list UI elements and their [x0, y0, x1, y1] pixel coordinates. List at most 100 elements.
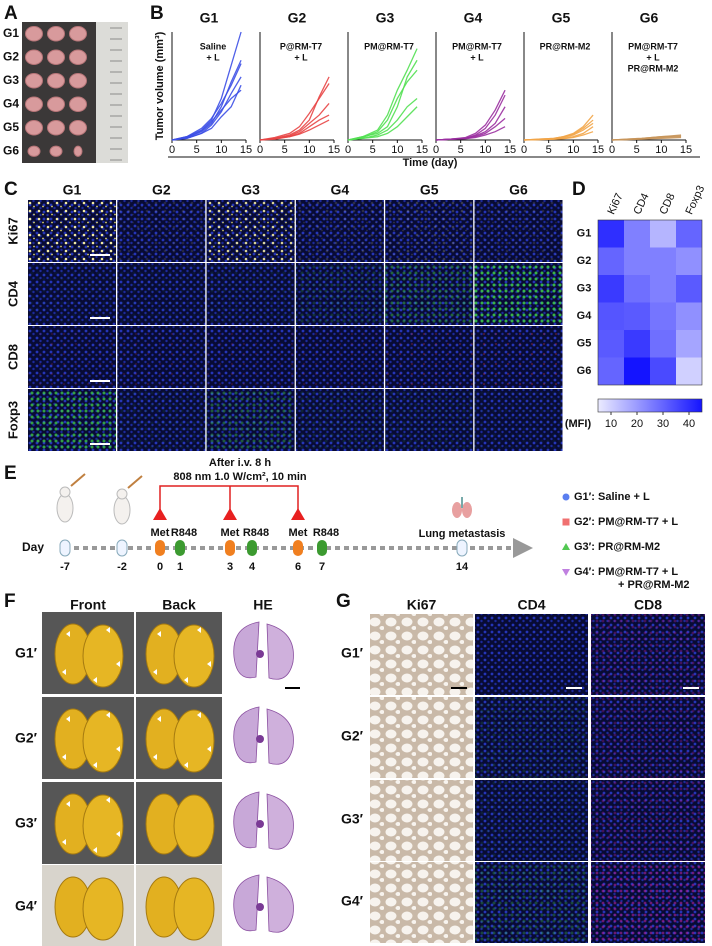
decoration	[82, 624, 124, 688]
line	[171, 84, 242, 141]
row-label: G2′	[15, 730, 38, 746]
decoration	[206, 326, 295, 388]
decoration	[266, 623, 294, 680]
heatmap-cell	[676, 330, 702, 358]
decoration	[233, 621, 260, 679]
decoration	[93, 847, 97, 853]
row-label: G3	[577, 283, 592, 295]
decoration	[69, 49, 87, 65]
x-tick-label: 15	[504, 144, 516, 156]
line	[259, 114, 330, 141]
annotation: PM@RM-T7	[628, 41, 678, 51]
heatmap-cell	[650, 302, 676, 330]
decoration	[562, 493, 570, 501]
annotation: PR@RM-M2	[628, 63, 679, 73]
decoration	[82, 877, 124, 941]
decoration	[117, 263, 206, 325]
line	[171, 59, 242, 141]
day-label: 3	[227, 561, 233, 573]
line	[171, 89, 242, 141]
x-tick-label: 0	[609, 144, 615, 156]
decoration	[25, 120, 43, 136]
column-label: Front	[70, 597, 106, 613]
decoration	[295, 263, 384, 325]
decoration	[173, 624, 215, 688]
column-label: HE	[253, 597, 272, 613]
decoration	[266, 793, 294, 850]
row-label: G6	[3, 143, 19, 157]
heatmap-cell	[624, 357, 650, 385]
day-label: 1	[177, 561, 183, 573]
day-label: -7	[60, 561, 70, 573]
event-label: Lung metastasis	[419, 528, 506, 540]
line	[435, 126, 506, 141]
decoration	[474, 200, 563, 262]
decoration	[62, 839, 66, 845]
decoration	[206, 389, 295, 451]
annotation: P@RM-T7	[280, 41, 322, 51]
row-label: Ki67	[5, 217, 20, 244]
decoration	[597, 219, 703, 386]
x-tick-label: 0	[257, 144, 263, 156]
panel-label: A	[4, 3, 18, 24]
decoration	[591, 697, 705, 778]
row-label: G4′	[15, 898, 38, 914]
decoration	[117, 389, 206, 451]
column-label: G3	[241, 182, 260, 198]
heatmap-cell	[598, 302, 624, 330]
decoration	[25, 96, 43, 112]
colorbar-tick-label: 40	[683, 418, 695, 430]
decoration	[597, 398, 703, 413]
decoration	[475, 614, 588, 695]
decoration	[591, 614, 705, 695]
decoration	[456, 539, 468, 557]
column-label: G5	[420, 182, 439, 198]
row-label: G1′	[341, 645, 364, 661]
annotation: Saline	[200, 41, 227, 51]
decoration	[233, 706, 260, 764]
x-tick-label: 5	[282, 144, 288, 156]
column-label: Ki67	[605, 191, 625, 216]
decoration	[82, 709, 124, 773]
decoration	[591, 862, 705, 943]
x-tick-label: 5	[634, 144, 640, 156]
decoration	[153, 754, 157, 760]
decoration	[93, 677, 97, 683]
decoration	[370, 780, 473, 861]
event-label: R848	[243, 527, 269, 539]
decoration	[62, 754, 66, 760]
column-label: CD8	[657, 191, 677, 216]
panel-label: E	[4, 463, 17, 484]
decoration	[475, 697, 588, 778]
decoration	[184, 677, 188, 683]
decoration	[513, 538, 533, 558]
line	[523, 114, 594, 141]
decoration	[452, 502, 462, 518]
decoration	[56, 493, 74, 523]
x-tick-label: 5	[546, 144, 552, 156]
annotation: PM@RM-T7	[452, 41, 502, 51]
x-tick-label: 5	[370, 144, 376, 156]
decoration	[153, 508, 167, 520]
decoration	[25, 73, 43, 89]
x-tick-label: 0	[433, 144, 439, 156]
decoration	[173, 877, 215, 941]
heatmap-cell	[650, 220, 676, 248]
row-label: G4′	[341, 893, 364, 909]
decoration	[66, 631, 70, 637]
axis-label: Day	[22, 540, 44, 554]
heatmap-cell	[676, 247, 702, 275]
decoration	[562, 518, 570, 526]
day-label: -2	[117, 561, 127, 573]
heatmap-cell	[676, 302, 702, 330]
decoration	[159, 485, 299, 510]
annotation: PR@RM-M2	[540, 41, 591, 51]
chart-title: G6	[640, 10, 659, 26]
decoration	[47, 26, 65, 42]
decoration	[59, 486, 71, 498]
x-tick-label: 0	[345, 144, 351, 156]
column-label: G6	[509, 182, 528, 198]
heatmap-cell	[624, 330, 650, 358]
event-label: Met	[151, 527, 170, 539]
decoration	[173, 794, 215, 858]
